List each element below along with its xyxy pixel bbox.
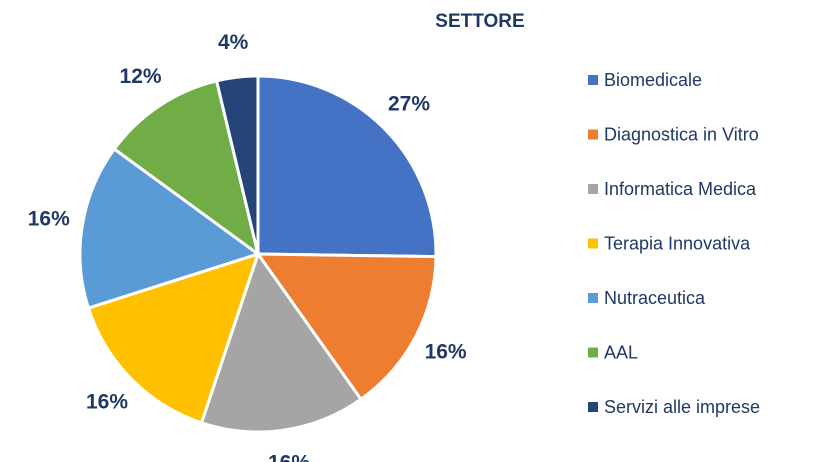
pie-slice [199, 250, 364, 434]
legend-swatch [588, 129, 598, 140]
data-label: 27% [388, 93, 430, 116]
legend-swatch [588, 184, 598, 194]
data-label: 16% [268, 451, 310, 462]
legend-swatch [588, 347, 598, 358]
legend-label: Terapia Innovativa [604, 233, 751, 253]
data-label: 4% [218, 31, 249, 54]
pie-slice [256, 74, 438, 259]
legend-swatch [588, 75, 598, 85]
legend-label: AAL [604, 342, 638, 362]
data-label: 16% [425, 340, 467, 363]
legend-swatch [588, 238, 598, 249]
pie-slice [255, 252, 438, 402]
legend-label: Nutraceutica [604, 288, 706, 308]
chart-title: SETTORE [435, 11, 524, 32]
legend-swatch [588, 402, 598, 412]
data-label: 12% [120, 65, 162, 88]
data-label: 16% [28, 207, 70, 230]
pie-slice [112, 79, 261, 258]
legend-label: Diagnostica in Vitro [604, 124, 759, 144]
legend-swatch [588, 293, 598, 303]
pie-slice [214, 74, 260, 255]
legend-label: Informatica Medica [604, 179, 757, 199]
pie-slice [86, 251, 261, 425]
pie-slice [78, 146, 262, 310]
legend-label: Biomedicale [604, 70, 702, 90]
data-label: 16% [86, 390, 128, 413]
legend-label: Servizi alle imprese [604, 397, 760, 417]
